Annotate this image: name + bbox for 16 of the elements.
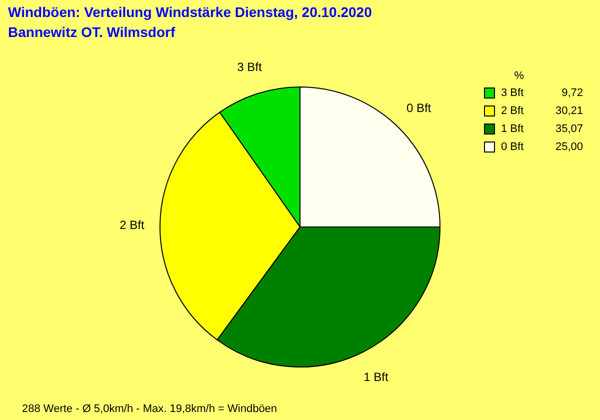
legend-title: %: [514, 70, 524, 82]
legend-label: 1 Bft: [501, 123, 524, 135]
slice-label: 1 Bft: [364, 370, 389, 384]
data-label: 9,72: [562, 87, 583, 99]
legend-label: 3 Bft: [501, 87, 524, 99]
data-label: 30,21: [555, 105, 583, 117]
legend-label: 2 Bft: [501, 105, 524, 117]
slice-label: 3 Bft: [237, 60, 262, 74]
text: 288 Werte - Ø 5,0km/h - Max. 19,8km/h = Windböen: [22, 403, 278, 415]
slice-label: 2 Bft: [120, 218, 146, 232]
legend-label: 0 Bft: [501, 141, 524, 153]
data-label: 25,00: [555, 141, 583, 153]
slice-label: 0 Bft: [406, 101, 432, 116]
chart-subtitle: Bannewitz OT. Wilmsdorf: [8, 24, 176, 40]
data-label: 35,07: [555, 123, 583, 135]
chart-title: Windböen: Verteilung Windstärke Dienstag, 20.10.2020: [8, 4, 372, 20]
